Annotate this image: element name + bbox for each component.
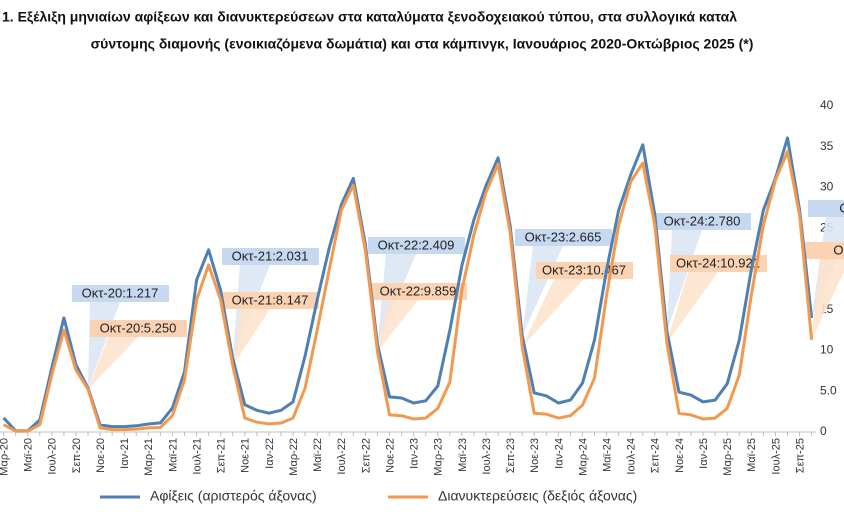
legend-label: Διανυκτερεύσεις (δεξιός άξονας) <box>438 488 637 504</box>
data-label: Οκτ-24:2.780 <box>664 213 741 228</box>
callout-box <box>370 283 467 300</box>
x-tick-label: Μαρ-23 <box>433 438 445 476</box>
x-tick-label: Νοε-24 <box>674 438 686 473</box>
x-tick-label: Σεπ-25 <box>794 438 806 473</box>
callout-pointer <box>666 272 718 343</box>
x-tick-label: Μαϊ-23 <box>457 438 469 472</box>
x-tick-label: Ιαν-24 <box>553 438 565 469</box>
x-tick-label: Ιαν-21 <box>119 438 131 469</box>
data-label: Οκτ-22:2.409 <box>378 237 455 252</box>
x-tick-label: Ιουλ-20 <box>47 438 59 475</box>
callout-box <box>368 237 465 254</box>
callout-box <box>670 255 767 272</box>
series-line <box>2 150 814 433</box>
x-tick-label: Νοε-22 <box>384 438 396 473</box>
data-label: Οκτ-23:10.467 <box>542 262 626 277</box>
callout-pointer <box>811 259 844 340</box>
callout-pointer <box>522 279 584 347</box>
x-tick-label: Νοε-21 <box>240 438 252 473</box>
x-tick-label: Μαρ-25 <box>722 438 734 476</box>
data-label: Οκτ-21:2.031 <box>232 248 309 263</box>
x-tick-label: Μαϊ-21 <box>167 438 179 472</box>
x-tick-label: Σεπ-23 <box>505 438 517 473</box>
callout-pointer <box>232 309 270 366</box>
x-tick-label: Σεπ-21 <box>216 438 228 473</box>
x-tick-label: Ιουλ-23 <box>481 438 493 475</box>
callout-box <box>808 200 844 217</box>
x-tick-label: Μαρ-22 <box>288 438 300 476</box>
callout-pointer <box>377 300 418 352</box>
data-label: Οκτ-2 <box>839 200 844 215</box>
chart-title: σύντομης διαμονής (ενοικιαζόμενα δωμάτια… <box>91 36 754 52</box>
y2-tick-label: 30 <box>820 180 834 194</box>
callout-pointer <box>88 337 138 390</box>
data-label: Οκτ-20:5.250 <box>100 320 177 335</box>
data-label: Οκτ-2 <box>833 242 844 257</box>
y2-tick-label: 35 <box>820 139 834 153</box>
y2-tick-label: 0 <box>820 424 827 438</box>
x-tick-label: Μαϊ-20 <box>23 438 35 472</box>
callout-box <box>222 248 319 265</box>
data-label: Οκτ-21:8.147 <box>232 292 309 307</box>
x-tick-label: Ιουλ-21 <box>191 438 203 475</box>
series-line <box>2 136 814 433</box>
x-tick-label: Ιουλ-24 <box>626 438 638 475</box>
x-tick-label: Νοε-23 <box>529 438 541 473</box>
callout-box <box>222 292 319 309</box>
callout-box <box>654 213 751 230</box>
callout-box <box>72 285 169 302</box>
x-tick-label: Μαρ-20 <box>0 438 11 476</box>
data-label: Οκτ-23:2.665 <box>525 229 602 244</box>
data-label: Οκτ-20:1.217 <box>82 285 159 300</box>
legend-label: Αφίξεις (αριστερός άξονας) <box>150 488 317 504</box>
x-tick-label: Μαϊ-22 <box>312 438 324 472</box>
x-tick-label: Ιουλ-22 <box>336 438 348 475</box>
x-tick-label: Ιαν-23 <box>409 438 421 469</box>
x-tick-label: Σεπ-22 <box>360 438 372 473</box>
x-tick-label: Σεπ-20 <box>71 438 83 473</box>
x-tick-label: Νοε-20 <box>95 438 107 473</box>
y2-tick-label: 40 <box>820 98 834 112</box>
x-tick-label: Μαϊ-25 <box>746 438 758 472</box>
x-tick-label: Ιαν-25 <box>698 438 710 469</box>
x-tick-label: Σεπ-24 <box>650 438 662 473</box>
callout-box <box>802 242 844 259</box>
y2-tick-label: 10 <box>820 343 834 357</box>
callout-box <box>515 229 612 246</box>
y2-tick-label: 5.0 <box>820 383 837 397</box>
x-tick-label: Μαϊ-24 <box>602 438 614 472</box>
data-label: Οκτ-22:9.859 <box>380 283 457 298</box>
x-tick-label: Μαρ-24 <box>577 438 589 476</box>
callout-box <box>90 320 187 337</box>
x-tick-label: Ιαν-22 <box>264 438 276 469</box>
x-tick-label: Ιουλ-25 <box>770 438 782 475</box>
data-label: Οκτ-24:10.921 <box>676 255 760 270</box>
chart-title: 1. Εξέλιξη μηνιαίων αφίξεων και διανυκτε… <box>2 9 737 25</box>
x-tick-label: Μαρ-21 <box>143 438 155 476</box>
